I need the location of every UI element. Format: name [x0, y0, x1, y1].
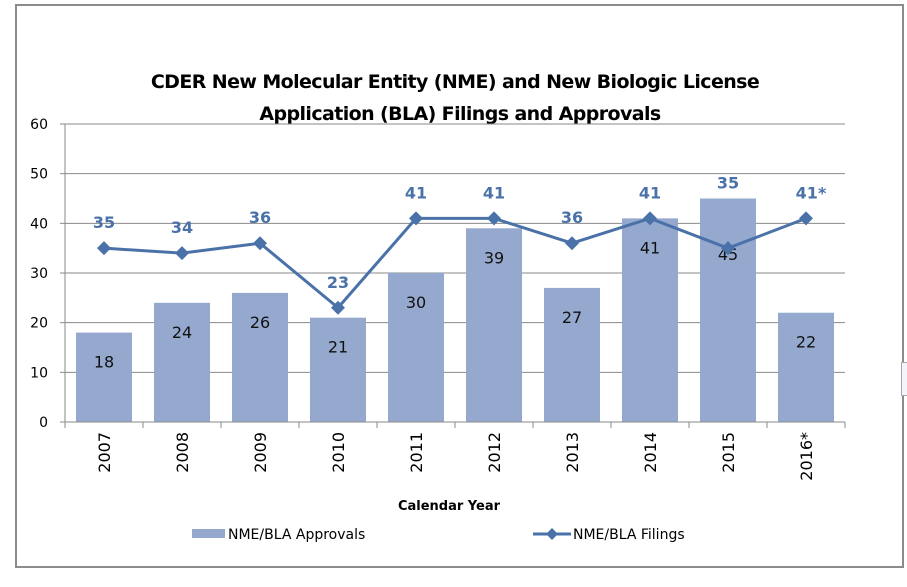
- chart-title: CDER New Molecular Entity (NME) and New …: [151, 71, 760, 125]
- bar-data-label: 24: [172, 323, 192, 342]
- x-tick-label: 2013: [563, 432, 582, 473]
- line-data-label: 35: [717, 174, 739, 193]
- line-data-label: 36: [249, 208, 271, 227]
- bar: [154, 302, 210, 422]
- legend-swatch-approvals: [192, 529, 225, 538]
- x-tick-label: 2016*: [797, 432, 816, 481]
- line-data-label: 41: [483, 183, 505, 202]
- bar: [778, 312, 834, 422]
- filings-marker: [487, 211, 501, 226]
- filings-marker: [565, 236, 579, 251]
- bar: [232, 292, 288, 422]
- x-tick-label: 2009: [251, 432, 270, 473]
- y-tick-label: 50: [30, 167, 48, 183]
- y-tick-label: 0: [39, 415, 48, 431]
- bar-data-label: 18: [94, 353, 114, 372]
- x-tick-label: 2015: [719, 432, 738, 473]
- chart-title-line-1: CDER New Molecular Entity (NME) and New …: [151, 71, 759, 93]
- line-data-label: 41*: [796, 183, 827, 202]
- filings-marker: [331, 300, 345, 315]
- filings-marker: [253, 236, 267, 251]
- bar-data-label: 30: [406, 293, 426, 312]
- x-tick-label: 2008: [173, 432, 192, 473]
- y-tick-label: 60: [30, 117, 48, 133]
- legend-label-approvals: NME/BLA Approvals: [228, 527, 365, 543]
- line-series-filings: 35 34 36 23 41 41 36 41 35 41*: [93, 174, 827, 315]
- bar-data-label: 21: [328, 338, 348, 357]
- bar: [466, 228, 522, 422]
- bar: [76, 332, 132, 422]
- bar: [700, 198, 756, 422]
- filings-marker: [721, 241, 735, 256]
- line-data-label: 34: [171, 218, 193, 237]
- line-data-label: 36: [561, 208, 583, 227]
- bar-series-approvals: 18242621303927414522: [76, 198, 834, 422]
- y-tick-label: 40: [30, 216, 48, 232]
- filings-marker: [409, 211, 423, 226]
- resize-handle[interactable]: [901, 362, 907, 396]
- filings-marker: [799, 211, 813, 226]
- x-axis-title: Calendar Year: [398, 499, 501, 514]
- y-axis: 0 10 20 30 40 50 60: [30, 117, 66, 431]
- x-tick-label: 2007: [95, 432, 114, 473]
- x-tick-label: 2011: [407, 432, 426, 473]
- line-data-label: 23: [327, 273, 349, 292]
- legend-label-filings: NME/BLA Filings: [573, 527, 685, 543]
- bar-data-label: 27: [562, 308, 582, 327]
- legend: NME/BLA Approvals NME/BLA Filings: [192, 527, 685, 543]
- line-data-label: 41: [639, 183, 661, 202]
- filings-line: [103, 216, 807, 310]
- y-tick-label: 30: [30, 266, 48, 282]
- bar: [310, 317, 366, 422]
- bar-data-label: 22: [796, 333, 816, 352]
- x-tick-label: 2010: [329, 432, 348, 473]
- bar-data-label: 26: [250, 313, 270, 332]
- filings-marker: [643, 211, 657, 226]
- bar-data-label: 39: [484, 248, 504, 267]
- filings-marker: [97, 241, 111, 256]
- bar: [388, 273, 444, 422]
- filings-marker: [175, 246, 189, 261]
- bar: [622, 218, 678, 422]
- x-axis: 2007 2008 2009 2010 2011 2012 2013 2014 2015 2016…: [64, 421, 846, 481]
- y-tick-label: 10: [30, 365, 48, 381]
- line-data-label: 35: [93, 213, 115, 232]
- x-tick-label: 2012: [485, 432, 504, 473]
- bar-data-label: 41: [640, 238, 660, 257]
- y-tick-label: 20: [30, 316, 48, 332]
- bar: [544, 287, 600, 422]
- line-data-label: 41: [405, 183, 427, 202]
- chart-title-line-2: Application (BLA) Filings and Approvals: [259, 103, 660, 125]
- x-tick-label: 2014: [641, 432, 660, 473]
- legend-swatch-filings-marker: [546, 528, 558, 540]
